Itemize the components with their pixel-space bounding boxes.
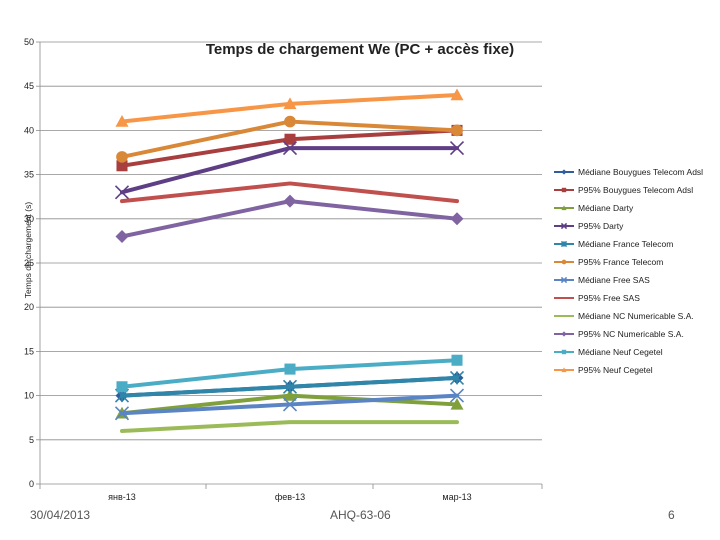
data-point [115,229,129,243]
legend-marker [560,240,568,248]
legend-label: P95% Bouygues Telecom Adsl [578,185,693,195]
series-lines [114,88,465,433]
y-tick-label: 0 [29,479,34,489]
data-point [282,379,298,394]
y-tick-label: 5 [29,435,34,445]
data-point [451,354,463,366]
data-point [450,397,464,410]
y-tick-label: 25 [24,258,34,268]
legend-label: Médiane Neuf Cegetel [578,347,663,357]
legend-label: Médiane Darty [578,203,634,213]
series-8 [120,181,459,204]
legend-entry: Médiane Bouygues Telecom Adsl [554,167,703,177]
y-axis-label: Temps de chargement (s) [23,202,33,299]
series-10 [115,194,464,243]
legend-entry: P95% Free SAS [554,293,640,303]
axes: 0 5 10 15 20 25 30 35 40 45 50 янв-13 фев-13 мар-13 [24,37,543,502]
legend-entry: P95% Darty [554,221,624,231]
footer-code: AHQ-63-06 [330,508,391,522]
legend-label: Médiane Free SAS [578,275,650,285]
y-tick-label: 45 [24,81,34,91]
chart-title: Temps de chargement We (PC + accès fixe) [206,41,514,58]
series-line [120,420,459,433]
data-point [449,370,465,385]
legend-entry: Médiane Free SAS [554,275,650,285]
data-point [116,151,128,163]
data-point [284,133,296,145]
legend-marker [561,187,567,193]
legend: Médiane Bouygues Telecom Adsl P95% Bouygu… [554,167,703,375]
legend-entry: Médiane Darty [554,203,634,213]
legend-entry: Médiane Neuf Cegetel [554,347,663,357]
legend-entry: Médiane France Telecom [554,239,673,249]
legend-label: P95% France Telecom [578,257,663,267]
legend-label: Médiane NC Numericable S.A. [578,311,694,321]
data-point [284,115,296,128]
data-point [283,97,297,110]
legend-marker [561,367,567,373]
series-line [120,146,459,195]
legend-entry: P95% Neuf Cegetel [554,365,653,375]
data-point [283,194,297,208]
x-tick-label: мар-13 [442,492,471,502]
legend-label: P95% Darty [578,221,624,231]
y-tick-label: 50 [24,37,34,47]
data-point [283,389,297,401]
y-tick-label: 40 [24,125,34,135]
data-point [284,363,296,375]
y-tick-label: 10 [24,391,34,401]
legend-label: P95% Neuf Cegetel [578,365,653,375]
data-point [282,141,298,156]
legend-entry: P95% France Telecom [554,257,663,267]
series-4 [114,141,465,200]
data-point [449,141,465,156]
data-point [116,160,128,172]
data-point [114,406,130,421]
series-line [120,181,459,204]
x-tick-label: фев-13 [275,492,305,502]
data-point [116,381,128,393]
y-tick-label: 30 [24,214,34,224]
legend-marker [561,259,567,265]
legend-marker [561,331,567,337]
footer-date: 30/04/2013 [30,508,91,522]
data-point [114,185,130,200]
x-tick-label: янв-13 [108,492,136,502]
data-point [450,212,464,226]
y-tick-label: 20 [24,302,34,312]
data-point [282,397,298,412]
y-tick-label: 15 [24,346,34,356]
y-tick-label: 35 [24,170,34,180]
series-12 [115,88,464,127]
data-point [449,388,465,403]
data-point [115,115,129,127]
footer-page-number: 6 [668,508,675,522]
legend-label: Médiane Bouygues Telecom Adsl [578,167,703,177]
legend-entry: P95% NC Numericable S.A. [554,329,684,339]
legend-marker [560,222,568,230]
data-point [451,124,463,137]
legend-marker [560,276,568,284]
series-9 [120,420,459,433]
legend-label: Médiane France Telecom [578,239,673,249]
data-point [450,88,464,101]
legend-marker [561,169,567,175]
series-7 [114,388,465,421]
legend-label: P95% Free SAS [578,293,640,303]
legend-entry: P95% Bouygues Telecom Adsl [554,185,693,195]
series-6 [116,115,463,163]
legend-marker [561,349,567,355]
legend-label: P95% NC Numericable S.A. [578,329,684,339]
series-11 [116,354,463,393]
legend-marker [561,205,567,211]
legend-entry: Médiane NC Numericable S.A. [554,311,694,321]
